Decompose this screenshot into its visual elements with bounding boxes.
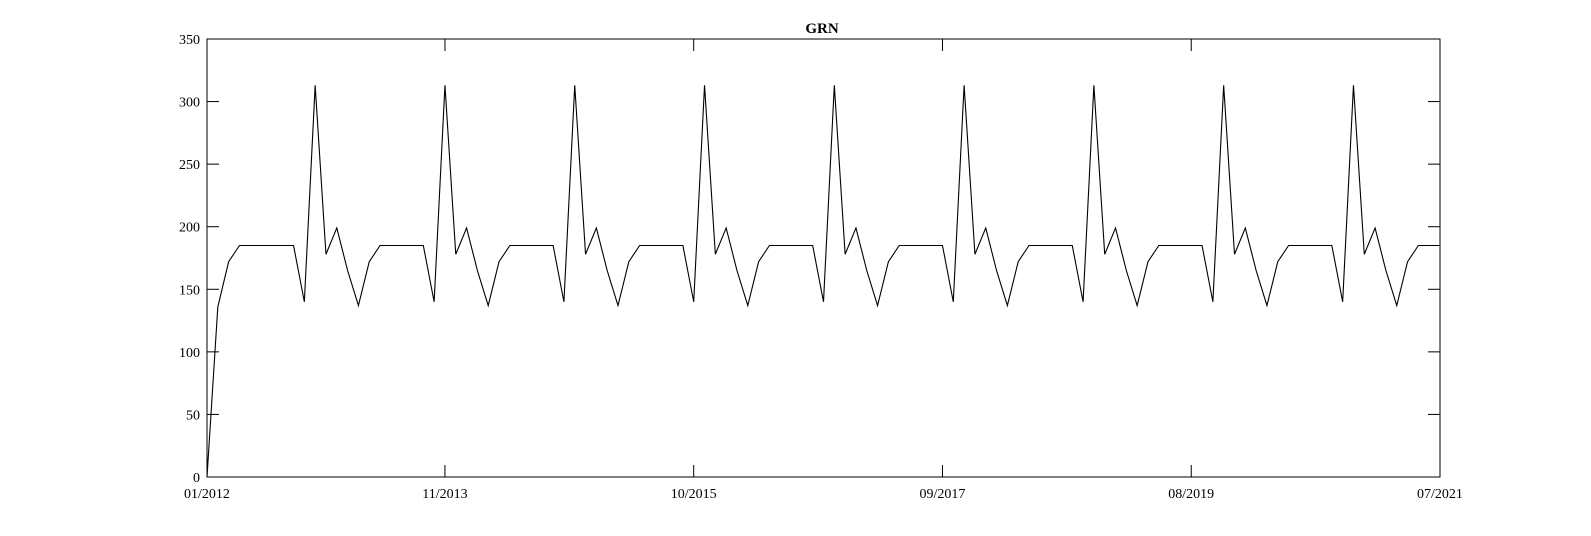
y-tick-label: 50 bbox=[186, 408, 200, 423]
y-tick-label: 200 bbox=[179, 221, 200, 236]
chart-title: GRN bbox=[805, 21, 839, 37]
x-tick-label: 08/2019 bbox=[1168, 487, 1214, 502]
series-layer bbox=[206, 85, 1440, 478]
axes bbox=[206, 38, 1441, 478]
y-tick-label: 250 bbox=[179, 158, 200, 173]
x-tick-label: 11/2013 bbox=[422, 487, 467, 502]
y-tick-label: 150 bbox=[179, 283, 200, 298]
series-line bbox=[206, 85, 1440, 478]
tick-marks bbox=[206, 38, 1441, 478]
y-tick-label: 0 bbox=[193, 471, 200, 486]
tick-labels: 0 50 100 150 200 250 300 350 01/2012 11/2013 10/20… bbox=[179, 33, 1463, 502]
y-tick-label: 350 bbox=[179, 33, 200, 48]
x-tick-label: 10/2015 bbox=[671, 487, 717, 502]
y-tick-label: 300 bbox=[179, 96, 200, 111]
y-tick-label: 100 bbox=[179, 346, 200, 361]
plot-frame bbox=[206, 38, 1441, 478]
x-tick-label: 09/2017 bbox=[920, 487, 966, 502]
x-tick-label: 07/2021 bbox=[1417, 487, 1463, 502]
x-tick-label: 01/2012 bbox=[184, 487, 230, 502]
